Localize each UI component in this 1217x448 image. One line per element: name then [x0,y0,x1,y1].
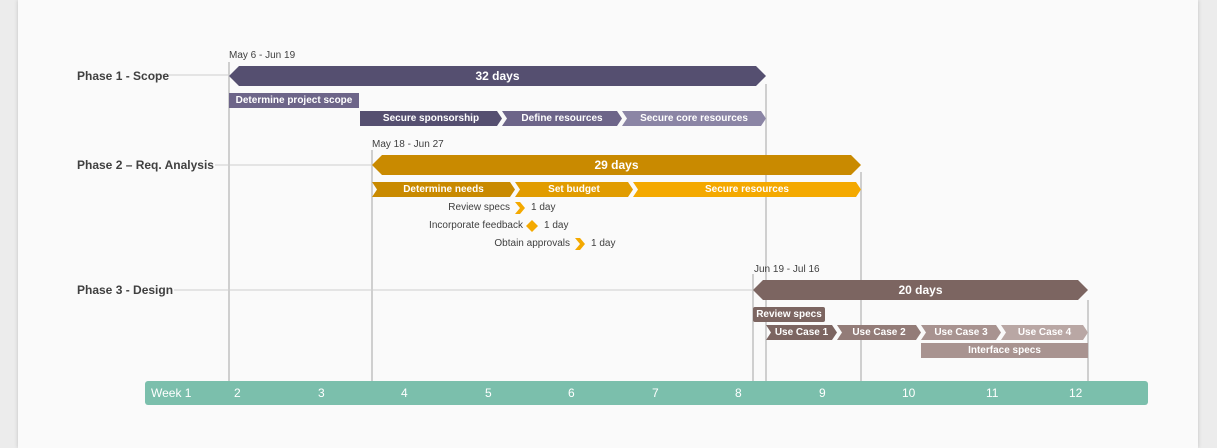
phase-3-duration: 20 days [898,283,943,297]
phase-2-label: Phase 2 – Req. Analysis [77,158,214,172]
task-bar-use-case-3 [921,325,1001,340]
task-label: Set budget [548,184,600,195]
gantt-chart [152,62,1089,381]
phase-2-duration: 29 days [594,158,639,172]
task-bar-interface-specs [921,343,1088,358]
task-label: Use Case 3 [934,327,988,338]
milestone-label: Obtain approvals [494,238,570,249]
milestone-chevron-icon [515,202,525,214]
axis-tick: 6 [568,386,575,400]
axis-tick: 3 [318,386,325,400]
axis-tick: 11 [986,386,999,400]
axis-tick: 9 [819,386,826,400]
milestone-chevron-icon [575,238,585,250]
phase-2-arrow [372,155,861,175]
task-label: Secure sponsorship [382,113,480,124]
task-bar-use-case-4 [1001,325,1088,340]
milestone-label: Incorporate feedback [429,220,523,231]
milestone-label: Review specs [448,202,510,213]
task-bar-determine-project-scope [229,93,359,108]
axis-label-week1: Week 1 [151,386,192,400]
task-label: Define resources [521,113,603,124]
phase-3-arrow [753,280,1088,300]
task-label: Use Case 4 [1017,327,1072,338]
axis-tick: 2 [234,386,241,400]
phase-1-dates: May 6 - Jun 19 [229,50,296,61]
task-label: Interface specs [968,345,1041,356]
task-bar-use-case-1 [766,325,837,340]
task-bar-review-specs [753,307,825,322]
milestone-duration: 1 day [531,202,556,213]
axis-tick: 10 [902,386,916,400]
task-bar-secure-sponsorship [360,111,502,126]
task-label: Determine project scope [235,95,353,106]
task-bar-define-resources [502,111,622,126]
milestone-diamond-icon [526,220,538,232]
axis-tick: 7 [652,386,659,400]
task-bar-set-budget [515,182,633,197]
axis-tick: 4 [401,386,408,400]
phase-3-label: Phase 3 - Design [77,283,174,297]
phase-1-label: Phase 1 - Scope [77,69,170,83]
axis-tick: 8 [735,386,742,400]
phase-3-dates: Jun 19 - Jul 16 [754,264,820,275]
axis-tick: 12 [1069,386,1083,400]
task-label: Use Case 1 [774,327,829,338]
task-label: Review specs [756,309,822,320]
task-bar-use-case-2 [837,325,921,340]
chart-card [18,0,1198,448]
task-label: Secure resources [705,184,789,195]
phase-1-duration: 32 days [475,69,520,83]
task-bar-determine-needs [372,182,515,197]
axis-tick: 5 [485,386,492,400]
task-label: Determine needs [403,184,484,195]
task-label: Use Case 2 [852,327,906,338]
milestone-duration: 1 day [591,238,616,249]
task-bar-secure-resources [633,182,861,197]
task-bar-secure-core-resources [622,111,766,126]
milestone-duration: 1 day [544,220,569,231]
timeline-axis: Week 1 2 3 4 5 6 7 8 9 10 11 12 [145,381,1148,405]
phase-1-arrow [229,66,766,86]
phase-2-dates: May 18 - Jun 27 [372,139,444,150]
task-label: Secure core resources [640,113,748,124]
